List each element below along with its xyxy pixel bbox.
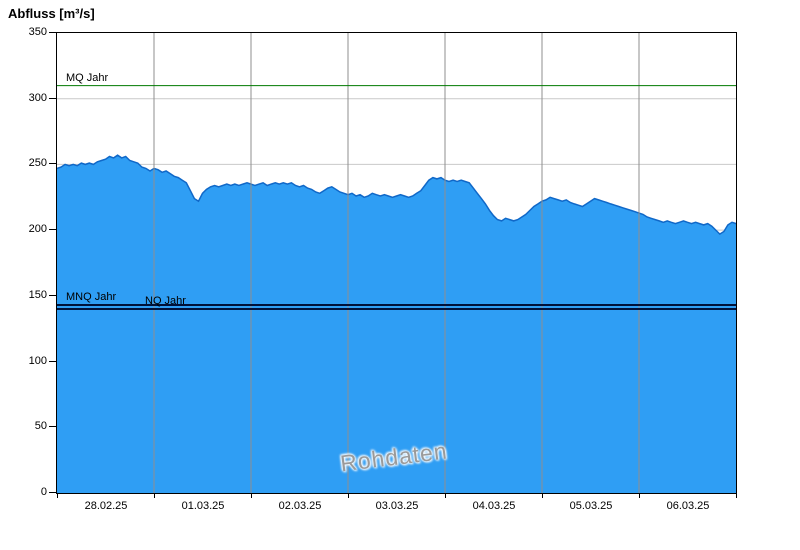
x-tick-label: 06.03.25 — [666, 500, 710, 512]
x-tick-label: 01.03.25 — [181, 500, 225, 512]
x-tick-label: 28.02.25 — [84, 500, 128, 512]
y-axis-tick — [49, 426, 56, 427]
x-tick-label: 04.03.25 — [472, 500, 516, 512]
x-axis-tick — [348, 493, 349, 498]
x-axis-tick — [57, 493, 58, 498]
x-tick-label: 03.03.25 — [375, 500, 419, 512]
plot-area — [56, 32, 737, 494]
x-tick-label: 02.03.25 — [278, 500, 322, 512]
x-axis-tick — [736, 493, 737, 498]
y-tick-label: 0 — [40, 486, 47, 498]
chart-canvas — [57, 33, 736, 493]
mnq-jahr-label: MNQ Jahr — [66, 291, 117, 304]
y-axis-tick — [49, 492, 56, 493]
y-axis-tick — [49, 361, 56, 362]
y-tick-label: 200 — [28, 223, 47, 235]
y-tick-label: 50 — [34, 420, 47, 432]
y-axis-tick — [49, 163, 56, 164]
y-axis-tick — [49, 229, 56, 230]
y-tick-label: 350 — [28, 26, 47, 38]
x-axis-tick — [542, 493, 543, 498]
discharge-line-edge — [57, 154, 736, 236]
x-axis-tick — [639, 493, 640, 498]
y-tick-label: 150 — [28, 289, 47, 301]
x-axis-tick — [154, 493, 155, 498]
y-axis-tick — [49, 98, 56, 99]
nq-jahr-label: NQ Jahr — [145, 295, 186, 307]
y-tick-label: 100 — [28, 355, 47, 367]
x-axis-tick — [445, 493, 446, 498]
discharge-area-series — [57, 155, 736, 493]
y-tick-label: 250 — [28, 157, 47, 169]
y-tick-label: 300 — [28, 92, 47, 104]
mq-jahr-label: MQ Jahr — [66, 71, 109, 84]
x-tick-label: 05.03.25 — [569, 500, 613, 512]
chart-title: Abfluss [m³/s] — [8, 6, 95, 21]
y-axis-tick — [49, 32, 56, 33]
y-axis-tick — [49, 295, 56, 296]
x-axis-tick — [251, 493, 252, 498]
